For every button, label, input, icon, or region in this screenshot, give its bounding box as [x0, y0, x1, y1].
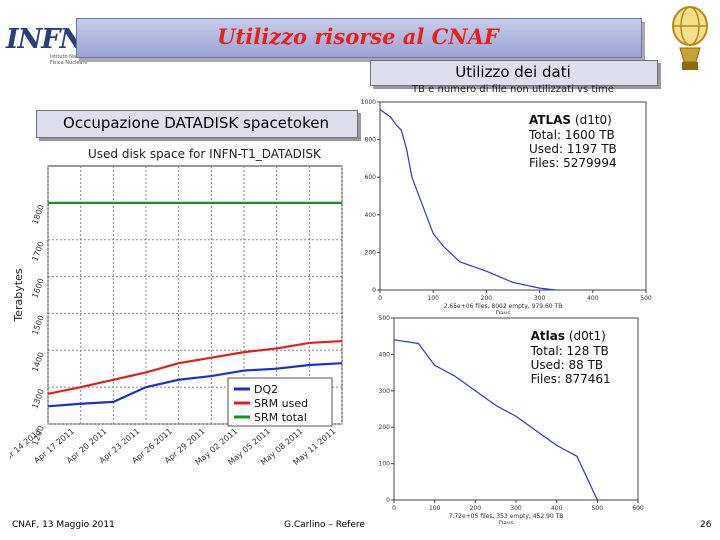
y-tick-label: 800: [365, 137, 377, 144]
plot-area: [393, 317, 639, 501]
plot-area: [379, 101, 647, 291]
x-axis-label: Days: [496, 310, 511, 314]
info-line: Files: 5279994: [529, 156, 617, 170]
footer-date: CNAF, 13 Maggio 2011: [12, 520, 115, 530]
x-tick-label: 100: [427, 295, 439, 302]
x-tick-label: 300: [510, 505, 522, 512]
y-tick-label: 200: [365, 249, 377, 256]
x-tick-label: 500: [640, 295, 652, 302]
y-tick-label: 0: [386, 497, 390, 504]
y-tick-label: 0: [372, 287, 376, 294]
legend-label: DQ2: [254, 383, 278, 396]
x-tick-label: 0: [378, 295, 382, 302]
y-tick-label: 400: [365, 212, 377, 219]
x-tick-label: 300: [534, 295, 546, 302]
legend-label: SRM total: [254, 411, 307, 424]
footer-author: G.Carlino – Refere: [284, 520, 365, 530]
series-line: [393, 339, 598, 501]
trophy-logo: [672, 6, 708, 70]
x-tick-label: 600: [632, 505, 644, 512]
x-tick-label: 0: [392, 505, 396, 512]
section-dati-box: [370, 60, 658, 86]
x-tick-label: 500: [592, 505, 604, 512]
info-id: (d1t0): [571, 113, 612, 127]
y-tick-label: 1300: [30, 388, 45, 410]
y-tick-label: 1800: [30, 203, 45, 225]
page-number: 26: [700, 520, 712, 530]
info-line: Total: 1600 TB: [528, 128, 615, 142]
chart-footnote: 7.72e+05 files, 353 empty, 452.90 TB: [449, 513, 564, 520]
atlas-d1t0-chart: 0 100 200 300 400 500 0 200 400 600 800 1000 2.65e+0…: [361, 99, 652, 314]
y-tick-label: 1700: [30, 240, 45, 262]
section-occupazione-box: [36, 110, 358, 138]
slide-title: Utilizzo risorse al CNAF: [217, 24, 499, 49]
x-tick-label: 400: [551, 505, 563, 512]
y-axis-label: Terabytes: [12, 268, 25, 322]
section-occupazione-title: Occupazione DATADISK spacetoken: [63, 114, 329, 132]
y-tick-label: 1400: [30, 351, 45, 373]
y-tick-label: 600: [365, 174, 377, 181]
info-line: Used: 1197 TB: [529, 142, 617, 156]
info-name: ATLAS (d1t0): [529, 113, 612, 127]
info-name: Atlas (d0t1): [531, 329, 606, 343]
chart-title: Used disk space for INFN-T1_DATADISK: [88, 147, 322, 161]
y-tick-label: 300: [379, 388, 391, 395]
infn-logo: INFN Istituto Nazionale di Fisica Nuclea…: [6, 14, 106, 70]
info-line: Used: 88 TB: [531, 358, 604, 372]
series-line: [47, 339, 343, 395]
series-line: [379, 109, 556, 291]
y-tick-label: 1200: [30, 425, 45, 447]
y-tick-label: 500: [379, 315, 391, 322]
y-tick-label: 1500: [30, 314, 45, 336]
title-bar: [76, 18, 642, 58]
series-line: [47, 362, 343, 408]
x-tick-label: 100: [429, 505, 441, 512]
section-dati-title: Utilizzo dei dati: [455, 63, 571, 81]
legend-label: SRM used: [254, 397, 308, 410]
x-tick-label: 200: [481, 295, 493, 302]
y-tick-label: 100: [379, 461, 391, 468]
y-tick-label: 200: [379, 424, 391, 431]
infn-logo-letters: INFN: [6, 24, 84, 55]
y-tick-label: 1600: [30, 277, 45, 299]
datadisk-usage-chart: Used disk space for INFN-T1_DATADISKApr …: [10, 147, 343, 467]
info-line: Files: 877461: [531, 372, 611, 386]
y-tick-label: 1000: [361, 99, 376, 106]
x-tick-label: 400: [587, 295, 599, 302]
infn-logo-subtext: Istituto Nazionale di Fisica Nucleare: [50, 54, 100, 66]
x-tick-label: 200: [470, 505, 482, 512]
chart-footnote: 2.65e+06 files, 8002 empty, 979.60 TB: [444, 303, 563, 310]
info-line: Total: 128 TB: [530, 344, 609, 358]
x-axis-label: Days: [499, 520, 514, 524]
atlas-d0t1-chart: 0 100 200 300 400 500 600 0 100 200 300 400 500 7.72e…: [379, 315, 644, 524]
y-tick-label: 400: [379, 351, 391, 358]
section-dati-subtitle: TB e numero di file non utilizzati vs ti…: [412, 84, 614, 95]
info-id: (d0t1): [565, 329, 606, 343]
